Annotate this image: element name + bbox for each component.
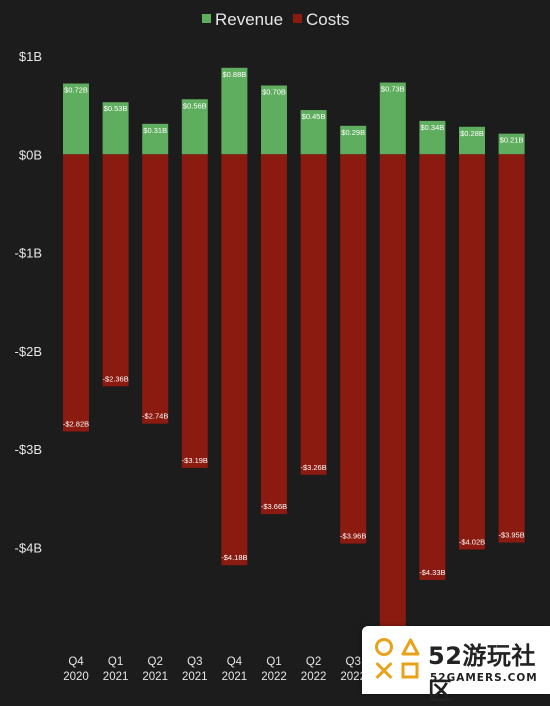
costs-data-label: -$4.18B xyxy=(221,553,247,562)
bars: $0.72B $0.53B $0.31B $0.56B $0.88B $0.70B $0.4… xyxy=(63,67,525,636)
revenue-bar xyxy=(300,110,327,155)
costs-bar xyxy=(340,154,367,544)
costs-data-label: -$3.66B xyxy=(261,502,287,511)
watermark-title: 52游玩社区 xyxy=(428,642,536,705)
costs-data-label: -$2.36B xyxy=(102,374,128,383)
x-tick-label: Q4 2021 xyxy=(222,656,248,683)
x-tick-label: Q1 2021 xyxy=(103,656,129,683)
y-tick-label: -$4B xyxy=(15,541,42,556)
legend: Revenue Costs xyxy=(202,10,349,29)
revenue-data-label: $0.21B xyxy=(500,136,524,145)
costs-bar xyxy=(63,154,89,432)
revenue-bar xyxy=(102,102,129,155)
x-tick-label: Q3 2021 xyxy=(182,656,208,683)
gamepad-symbols-icon xyxy=(375,638,420,679)
costs-data-label: -$4.33B xyxy=(419,568,445,577)
y-axis: $1B $0B -$1B -$2B -$3B -$4B xyxy=(15,49,42,556)
costs-bar xyxy=(261,154,287,515)
y-tick-label: -$3B xyxy=(15,442,42,457)
y-tick-label: -$2B xyxy=(15,344,42,359)
revenue-data-label: $0.88B xyxy=(223,70,247,79)
revenue-data-label: $0.45B xyxy=(302,112,326,121)
revenue-data-label: $0.34B xyxy=(421,123,445,132)
revenue-bar xyxy=(340,125,367,155)
revenue-data-label: $0.28B xyxy=(460,129,484,138)
revenue-bar xyxy=(142,123,169,155)
x-tick-label: Q1 2022 xyxy=(261,656,287,683)
revenue-data-label: $0.72B xyxy=(64,86,88,95)
revenue-legend-swatch xyxy=(202,14,211,23)
costs-bar xyxy=(379,154,406,636)
revenue-data-label: $0.70B xyxy=(262,87,286,96)
revenue-bar xyxy=(498,133,525,155)
costs-data-label: -$3.19B xyxy=(182,456,208,465)
costs-data-label: -$3.95B xyxy=(498,531,524,540)
costs-bar xyxy=(221,154,248,566)
revenue-bar xyxy=(379,82,406,155)
y-tick-label: $0B xyxy=(19,147,42,162)
revenue-bar xyxy=(419,120,446,155)
costs-bar xyxy=(459,154,485,550)
revenue-data-label: $0.56B xyxy=(183,101,207,110)
revenue-data-label: $0.31B xyxy=(143,126,167,135)
x-tick-label: Q2 2021 xyxy=(142,656,168,683)
y-tick-label: -$1B xyxy=(15,246,42,261)
costs-bar xyxy=(181,154,208,468)
costs-legend-label: Costs xyxy=(306,10,349,29)
revenue-legend-label: Revenue xyxy=(215,10,283,29)
costs-legend-swatch xyxy=(293,14,302,23)
watermark-subtitle: 52GAMERS.COM xyxy=(430,672,538,684)
costs-data-label: -$4.02B xyxy=(459,537,485,546)
x-tick-label: Q4 2020 xyxy=(63,656,89,683)
revenue-data-label: $0.53B xyxy=(104,104,128,113)
costs-bar xyxy=(102,154,129,387)
costs-bar xyxy=(142,154,169,424)
costs-data-label: -$3.26B xyxy=(300,463,326,472)
costs-bar xyxy=(419,154,446,580)
revenue-bar xyxy=(261,85,287,155)
revenue-bar xyxy=(459,126,485,155)
revenue-data-label: $0.29B xyxy=(341,128,365,137)
costs-bar xyxy=(498,154,525,543)
revenue-bar xyxy=(63,83,89,155)
costs-data-label: -$3.96B xyxy=(340,532,366,541)
revenue-bar xyxy=(221,67,248,155)
revenue-data-label: $0.73B xyxy=(381,85,405,94)
watermark: 52游玩社区 52GAMERS.COM xyxy=(362,626,550,705)
revenue-bar xyxy=(181,99,208,155)
costs-bar xyxy=(300,154,327,475)
costs-data-label: -$2.82B xyxy=(63,420,89,429)
x-tick-label: Q3 2022 xyxy=(340,656,366,683)
costs-data-label: -$2.74B xyxy=(142,412,168,421)
x-tick-label: Q2 2022 xyxy=(301,656,327,683)
y-tick-label: $1B xyxy=(19,49,42,64)
